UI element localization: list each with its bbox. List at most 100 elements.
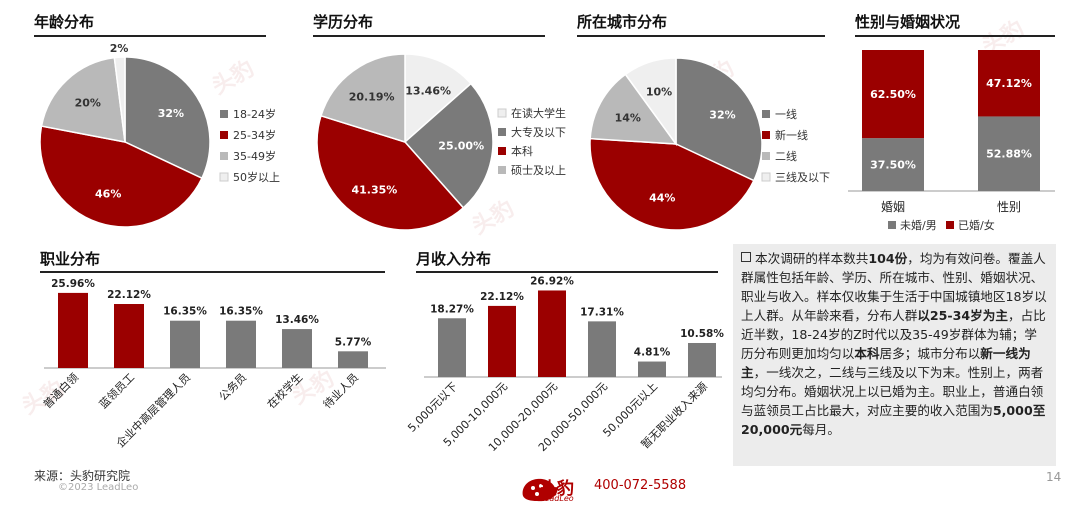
gender-marriage-chart-title: 性别与婚姻状况 (855, 13, 961, 31)
occupation-chart-title: 职业分布 (40, 250, 101, 268)
summary-segment: ，占比近半数，18-24岁的Z时代以及35-49岁群体为辅；学历分布则更加均匀以 (741, 308, 1046, 361)
income-bar (438, 318, 466, 377)
income-bar-value: 4.81% (634, 347, 671, 359)
gender-category-label: 性别 (997, 200, 1021, 214)
occupation-bar-value: 25.96% (51, 278, 95, 290)
city-pie-slice (624, 57, 677, 147)
gender-bar-value: 52.88% (986, 148, 1032, 161)
occupation-category-label: 普通白领 (40, 370, 81, 411)
city-legend-swatch (762, 110, 770, 118)
age-slice-label: 46% (95, 188, 121, 201)
occupation-bar (338, 351, 368, 368)
gender-category-label: 婚姻 (881, 199, 905, 214)
education-legend-label: 本科 (511, 144, 533, 158)
education-legend-swatch (498, 128, 506, 136)
summary-note: 本次调研的样本数共104份，均为有效问卷。覆盖人群属性包括年龄、学历、所在城市、… (733, 244, 1056, 466)
city-slice-label: 14% (615, 111, 641, 124)
logo-name: 头豹 (540, 479, 574, 499)
age-legend-label: 35-49岁 (233, 149, 276, 163)
gender-bar-segment (978, 116, 1040, 191)
income-bar-value: 22.12% (480, 291, 524, 303)
income-bar (688, 342, 716, 377)
summary-segment: 以25-34岁为主 (917, 308, 1008, 323)
age-pie-slice (124, 56, 211, 180)
education-slice-label: 20.19% (349, 91, 395, 104)
summary-segment: ，一线次之，二线与三线及以下为末。性别上，两者均匀分布。婚姻状况上以已婚为主。职… (741, 365, 1044, 418)
page-number: 14 (1046, 470, 1062, 484)
summary-segment: 居多；城市分布以 (879, 346, 981, 361)
education-legend-label: 硕士及以上 (511, 164, 566, 177)
summary-segment: ，均为有效问卷。覆盖人群属性包括年龄、学历、所在城市、性别、婚姻状况、职业与收入… (741, 251, 1047, 323)
city-legend-label: 一线 (775, 107, 797, 121)
gender-bar-segment (862, 138, 924, 191)
education-slice-label: 25.00% (438, 139, 484, 152)
income-bar (588, 321, 616, 377)
income-bar (538, 290, 566, 377)
city-slice-label: 32% (709, 109, 735, 122)
occupation-bar (226, 320, 256, 368)
income-title-rule (416, 271, 718, 273)
education-legend-label: 在读大学生 (511, 106, 566, 120)
gender-bar-segment (978, 50, 1040, 117)
income-bar (488, 305, 516, 377)
source-note: 来源：头豹研究院 (34, 469, 131, 483)
income-category-label: 5,000元以下 (405, 380, 460, 435)
age-title-rule (34, 35, 266, 37)
age-legend-swatch (220, 110, 228, 118)
age-pie-slice (113, 56, 126, 143)
occupation-category-label: 在校学生 (264, 370, 305, 411)
education-legend-swatch (498, 147, 506, 155)
gender-legend-label: 已婚/女 (958, 218, 995, 232)
age-pie-slice (39, 125, 203, 228)
age-legend-swatch (220, 152, 228, 160)
education-legend-swatch (497, 108, 507, 118)
education-slice-label: 13.46% (405, 85, 451, 98)
age-legend-label: 25-34岁 (233, 128, 276, 142)
education-pie-slice (404, 53, 472, 144)
age-pie-slice (40, 56, 126, 143)
summary-segment: 5,000至20,000元 (741, 403, 1046, 437)
occupation-bar-value: 22.12% (107, 289, 151, 301)
education-chart-title: 学历分布 (313, 13, 374, 31)
gender-bar-value: 47.12% (986, 77, 1032, 90)
income-bar-value: 18.27% (430, 303, 474, 315)
education-legend-label: 大专及以下 (511, 125, 566, 139)
city-slice-label: 44% (649, 191, 675, 204)
gender-bar-value: 37.50% (870, 159, 916, 172)
city-legend-swatch (762, 152, 770, 160)
city-title-rule (577, 35, 825, 37)
education-slice-label: 41.35% (352, 183, 398, 196)
age-slice-label: 20% (75, 96, 101, 109)
income-chart-title: 月收入分布 (416, 250, 492, 268)
gender-bar-value: 62.50% (870, 88, 916, 101)
occupation-bar-value: 13.46% (275, 314, 319, 326)
occupation-bar (170, 320, 200, 368)
checkbox-bullet-icon (741, 252, 751, 262)
city-legend-label: 新一线 (775, 128, 808, 142)
age-legend-label: 50岁以上 (233, 170, 280, 184)
summary-segment: 新一线为主 (741, 346, 1031, 380)
city-legend-label: 三线及以下 (775, 170, 830, 184)
education-legend-swatch (498, 166, 506, 174)
education-pie-slice (320, 53, 406, 144)
copyright-text: ©2023 LeadLeo (58, 482, 139, 493)
summary-segment: 本次调研的样本数共 (755, 251, 869, 266)
occupation-category-label: 公务员 (217, 371, 250, 404)
summary-segment: 本科 (854, 346, 880, 361)
occupation-bar (58, 292, 88, 368)
age-legend-label: 18-24岁 (233, 107, 276, 121)
city-pie-slice (589, 73, 678, 145)
gender-legend-swatch (946, 221, 954, 229)
phone-number: 400-072-5588 (594, 478, 687, 493)
age-slice-label: 32% (158, 107, 184, 120)
city-pie-slice (589, 137, 755, 231)
education-pie-slice (403, 82, 494, 209)
city-legend-swatch (762, 131, 770, 139)
age-legend-swatch (220, 131, 228, 139)
gender-title-rule (855, 35, 1055, 37)
age-legend-swatch (219, 172, 229, 182)
age-chart-title: 年龄分布 (34, 13, 95, 31)
occupation-category-label: 蓝领员工 (97, 371, 137, 411)
gender-legend-label: 未婚/男 (900, 218, 937, 232)
